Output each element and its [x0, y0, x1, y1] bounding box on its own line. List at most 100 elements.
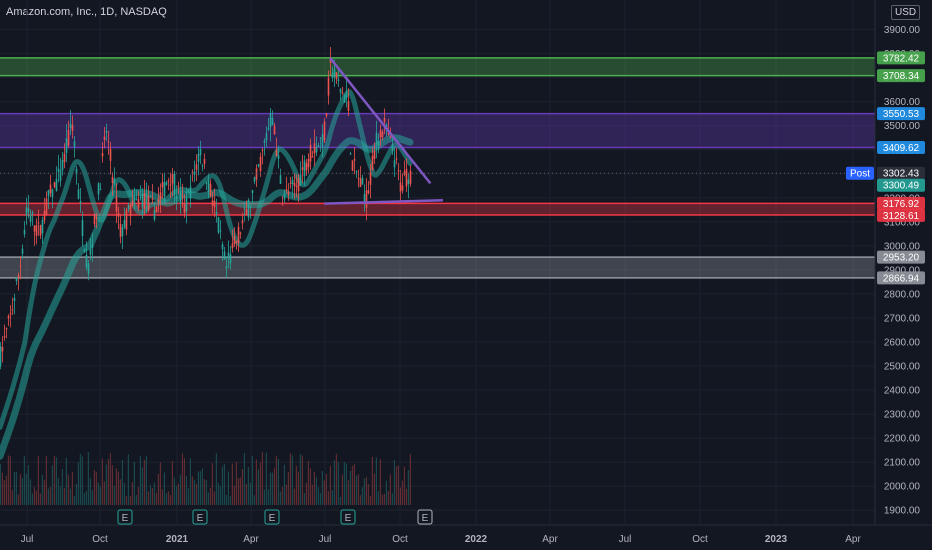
candle-body	[211, 200, 214, 206]
volume-bar	[297, 471, 299, 505]
volume-bar	[91, 490, 93, 505]
price-axis-label-box	[877, 69, 925, 83]
candle-body	[19, 265, 22, 267]
volume-bar	[133, 462, 135, 505]
candle-body	[155, 206, 158, 213]
candle-body	[335, 72, 338, 80]
chart-title: Amazon.com, Inc., 1D, NASDAQ	[6, 6, 167, 18]
price-axis-label-box	[877, 51, 925, 65]
volume-bar	[49, 486, 51, 505]
volume-bar	[399, 487, 401, 505]
candle-body	[293, 182, 296, 186]
candle-body	[1, 347, 4, 352]
candle-body	[149, 195, 152, 197]
candle-body	[183, 204, 186, 214]
candle-body	[193, 171, 196, 175]
volume-bar	[379, 459, 381, 505]
price-zone	[0, 57, 875, 76]
candle-body	[41, 220, 44, 234]
earnings-event-icon	[340, 509, 356, 525]
volume-bar	[39, 493, 41, 505]
earnings-event-label: E	[422, 513, 429, 524]
volume-bar	[9, 456, 11, 505]
candle-body	[341, 92, 344, 94]
volume-bar	[327, 491, 329, 505]
candle-body	[151, 197, 154, 200]
volume-bar	[87, 452, 89, 505]
y-tick-label: 3100.00	[884, 217, 921, 228]
volume-bar	[317, 487, 319, 505]
volume-bar	[131, 482, 133, 505]
candle-body	[115, 196, 118, 212]
candle-body	[65, 138, 68, 153]
candle-body	[253, 177, 256, 182]
volume-bar	[5, 475, 7, 505]
volume-bar	[37, 456, 39, 505]
candle-body	[271, 117, 274, 126]
candle-body	[345, 92, 348, 98]
candle-body	[35, 224, 38, 236]
volume-bar	[275, 455, 277, 505]
volume-bar	[117, 471, 119, 505]
earnings-event-label: E	[197, 513, 204, 524]
candle-body	[3, 336, 6, 338]
volume-bar	[311, 484, 313, 505]
volume-bar	[339, 496, 341, 505]
candle-body	[91, 244, 94, 249]
price-axis-label-box	[877, 140, 925, 154]
volume-bar	[365, 477, 367, 505]
volume-bar	[319, 493, 321, 505]
candle-body	[17, 275, 20, 278]
candle-body	[111, 177, 114, 184]
candle-body	[59, 170, 62, 181]
candle-body	[161, 181, 164, 188]
candle-body	[367, 190, 370, 194]
volume-bar	[81, 456, 83, 505]
candle-body	[383, 117, 386, 122]
candle-body	[29, 214, 32, 222]
post-market-badge	[846, 166, 874, 180]
volume-bar	[55, 457, 57, 505]
candle-body	[181, 195, 184, 197]
volume-bar	[111, 465, 113, 505]
volume-bar	[69, 488, 71, 505]
y-tick-label: 2900.00	[884, 265, 921, 276]
volume-bar	[393, 460, 395, 505]
candle-body	[73, 141, 76, 147]
candle-body	[205, 182, 208, 184]
volume-bar	[97, 482, 99, 505]
candle-body	[195, 164, 198, 170]
volume-bar	[149, 485, 151, 505]
candle-body	[75, 168, 78, 175]
volume-bar	[409, 453, 411, 505]
candle-body	[171, 173, 174, 184]
volume-bar	[169, 495, 171, 505]
candle-body	[397, 170, 400, 172]
candle-body	[129, 204, 132, 217]
candle-body	[131, 200, 134, 206]
candle-body	[207, 180, 210, 192]
volume-bar	[349, 471, 351, 505]
candle-body	[361, 177, 364, 185]
candle-body	[337, 79, 340, 82]
x-tick-label: Jul	[319, 534, 332, 545]
volume-bar	[83, 493, 85, 505]
volume-bar	[249, 483, 251, 505]
price-axis-label: 3302.43	[883, 169, 920, 180]
price-axis-label-box	[877, 250, 925, 264]
y-tick-label: 3900.00	[884, 25, 921, 36]
volume-bar	[109, 453, 111, 505]
candle-body	[295, 185, 298, 187]
candle-body	[7, 315, 10, 319]
currency-button[interactable]: USD	[891, 5, 921, 20]
volume-bar	[19, 473, 21, 505]
volume-bar	[283, 464, 285, 505]
candle-body	[359, 178, 362, 187]
y-tick-label: 2200.00	[884, 434, 921, 445]
volume-bar	[357, 474, 359, 505]
candle-body	[137, 199, 140, 208]
volume-bar	[277, 459, 279, 505]
candle-body	[153, 209, 156, 220]
volume-bar	[155, 492, 157, 505]
